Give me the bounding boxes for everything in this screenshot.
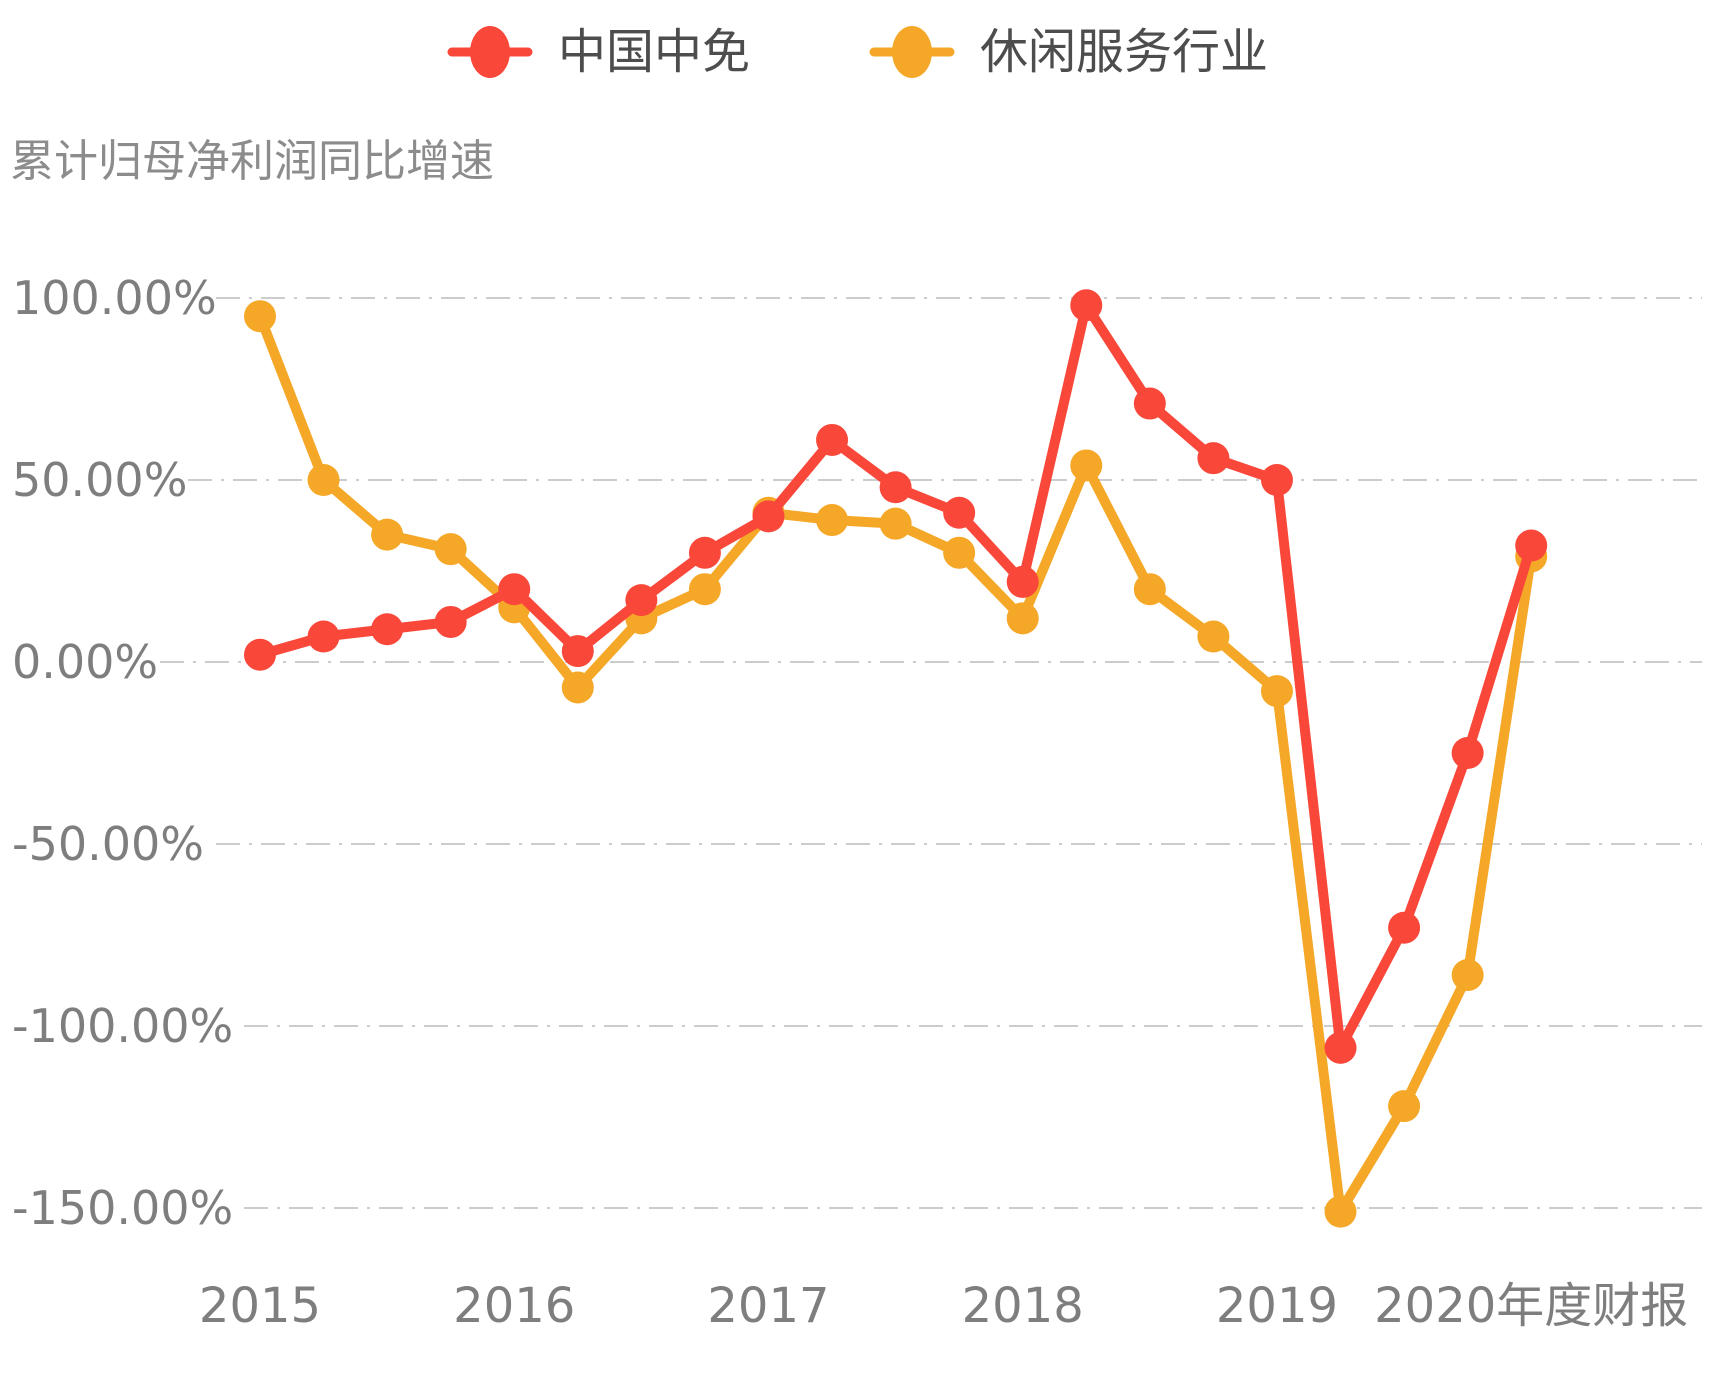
data-point-休闲服务行业-19[interactable] [1451, 959, 1484, 992]
series-line-休闲服务行业[interactable] [255, 311, 1537, 1217]
data-point-休闲服务行业-10[interactable] [879, 507, 912, 540]
x-axis-label-2017: 2017 [707, 1278, 829, 1334]
legend-series-marker-icon [447, 26, 533, 78]
data-point-休闲服务行业-13[interactable] [1070, 449, 1103, 482]
data-point-休闲服务行业-3[interactable] [434, 533, 467, 566]
data-point-中国中免-2[interactable] [371, 613, 404, 646]
data-point-中国中免-8[interactable] [752, 500, 785, 533]
chart-title: 累计归母净利润同比增速 [10, 136, 494, 187]
data-point-休闲服务行业-18[interactable] [1388, 1090, 1421, 1123]
legend-label: 休闲服务行业 [980, 24, 1269, 80]
data-point-中国中免-9[interactable] [816, 423, 849, 456]
y-axis-label: -100.00% [12, 999, 233, 1053]
data-point-休闲服务行业-1[interactable] [307, 464, 340, 496]
data-point-中国中免-17[interactable] [1324, 1031, 1357, 1064]
data-point-中国中免-10[interactable] [879, 471, 912, 504]
data-point-中国中免-1[interactable] [307, 620, 340, 653]
x-axis-label-2019: 2019 [1216, 1278, 1338, 1334]
data-point-中国中免-15[interactable] [1197, 442, 1230, 475]
data-point-中国中免-3[interactable] [434, 605, 467, 638]
data-point-休闲服务行业-16[interactable] [1260, 675, 1293, 708]
legend-item-休闲服务行业[interactable]: 休闲服务行业 [868, 20, 1268, 84]
data-point-休闲服务行业-12[interactable] [1006, 602, 1039, 635]
data-point-中国中免-0[interactable] [244, 638, 276, 671]
legend-series-marker-icon [869, 26, 955, 78]
y-axis-label: 0.00% [12, 635, 158, 689]
data-point-中国中免-19[interactable] [1451, 737, 1484, 769]
data-point-休闲服务行业-17[interactable] [1324, 1195, 1357, 1228]
x-axis-label-2018: 2018 [962, 1278, 1084, 1334]
series-line-中国中免[interactable] [255, 300, 1537, 1053]
y-axis-label: 50.00% [12, 453, 187, 507]
data-point-休闲服务行业-2[interactable] [371, 518, 404, 551]
data-point-休闲服务行业-14[interactable] [1133, 573, 1166, 606]
data-point-中国中免-4[interactable] [498, 573, 531, 606]
data-point-中国中免-5[interactable] [561, 635, 594, 668]
data-point-中国中免-18[interactable] [1388, 911, 1421, 944]
data-point-中国中免-11[interactable] [943, 496, 976, 529]
data-point-休闲服务行业-15[interactable] [1197, 620, 1230, 653]
data-point-中国中免-14[interactable] [1133, 387, 1166, 420]
data-point-中国中免-13[interactable] [1070, 289, 1103, 322]
x-axis-label-2020年度财报: 2020年度财报 [1374, 1278, 1688, 1334]
data-point-中国中免-20[interactable] [1515, 529, 1548, 562]
y-axis-label: -150.00% [12, 1181, 233, 1235]
data-point-中国中免-16[interactable] [1260, 464, 1293, 496]
data-point-休闲服务行业-9[interactable] [816, 504, 849, 537]
x-axis-label-2016: 2016 [453, 1278, 575, 1334]
data-point-休闲服务行业-7[interactable] [688, 573, 721, 606]
y-axis-label: 100.00% [12, 271, 217, 325]
data-point-休闲服务行业-0[interactable] [244, 300, 276, 333]
legend-item-中国中免[interactable]: 中国中免 [446, 20, 750, 84]
legend-label: 中国中免 [557, 24, 750, 80]
x-axis-label-2015: 2015 [199, 1278, 321, 1334]
data-point-中国中免-7[interactable] [688, 536, 721, 569]
data-point-休闲服务行业-5[interactable] [561, 671, 594, 704]
data-point-休闲服务行业-11[interactable] [943, 536, 976, 569]
y-axis-label: -50.00% [12, 817, 204, 871]
data-point-中国中免-12[interactable] [1006, 565, 1039, 598]
legend: 中国中免 休闲服务行业 [0, 20, 1714, 84]
data-point-中国中免-6[interactable] [625, 584, 658, 617]
